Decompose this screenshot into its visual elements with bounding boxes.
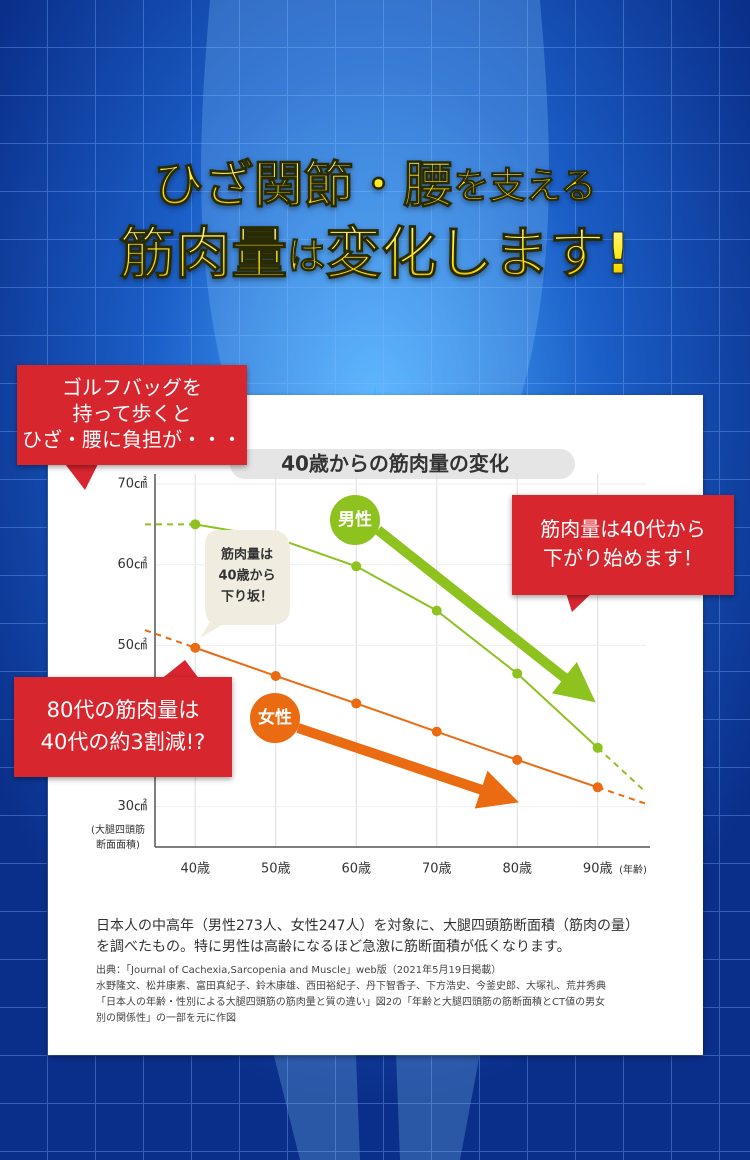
data-point	[592, 742, 603, 753]
title-line: 筋肉量は変化します!	[119, 222, 631, 287]
title: ひざ関節・腰を支える 筋肉量は変化します!	[119, 155, 632, 288]
callout-box	[14, 677, 232, 777]
data-point	[592, 782, 603, 793]
data-point	[431, 605, 442, 616]
source-text: 別の関係性」の一部を元に作図	[96, 1011, 236, 1024]
x-tick-label: 90歳	[583, 862, 613, 877]
series-line	[194, 646, 599, 789]
trend-arrow	[296, 723, 519, 809]
title-line: ひざ関節・腰を支える	[154, 156, 597, 214]
callout-text: 40代の約3割減!?	[41, 730, 206, 754]
data-point	[270, 670, 281, 681]
title-run: を支える	[454, 166, 597, 207]
legend-label: 男性	[338, 509, 372, 530]
callout-tail	[62, 460, 100, 490]
callout-text: 持って歩くと	[73, 402, 192, 426]
y-tick-label: 30㎠	[117, 799, 147, 814]
y-tick-label: 70㎠	[117, 477, 147, 492]
y-axis-label: 断面面積)	[96, 838, 140, 851]
y-tick-label: 60㎠	[117, 557, 147, 572]
footnote-text: を調べたもの。特に男性は高齢になるほど急激に筋断面積が低くなります。	[96, 938, 571, 955]
source-text: 水野隆文、松井康素、富田真紀子、鈴木康雄、西田裕紀子、丹下智香子、下方浩史、今釜…	[96, 979, 606, 992]
callout-text: 80代の筋肉量は	[47, 698, 200, 722]
trend-extension	[144, 629, 647, 805]
title-run: ひざ関節・腰	[154, 156, 454, 214]
overlay: ゴルフバッグを持って歩くとひざ・腰に負担が・・・筋肉量は40代から下がり始めます…	[14, 365, 734, 1024]
title-run: 筋肉量	[119, 222, 287, 287]
source-text: 「日本人の年齢・性別による大腿四頭筋の筋肉量と質の違い」図2の「年齢と大腿四頭筋…	[96, 995, 605, 1008]
footnote-text: 日本人の中高年（男性273人、女性247人）を対象に、大腿四頭筋断面積（筋肉の量…	[96, 917, 639, 934]
x-tick-label: 80歳	[502, 862, 532, 877]
data-point	[190, 642, 201, 653]
bubble-text: 下り坂！	[221, 589, 273, 605]
speech-bubble	[200, 530, 290, 638]
callout-text: ゴルフバッグを	[62, 376, 202, 400]
callout-text: 下がり始めます！	[543, 546, 703, 570]
data-point	[351, 561, 362, 572]
x-tick-label: 40歳	[180, 862, 210, 877]
chart-title: 40歳からの筋肉量の変化	[281, 452, 509, 476]
x-tick-label: 50歳	[261, 862, 291, 877]
legend-badge	[330, 495, 380, 545]
data-point	[512, 754, 523, 765]
trend-extension	[145, 523, 647, 794]
x-tick-label: 60歳	[341, 862, 371, 877]
callout-text: 筋肉量は40代から	[540, 517, 705, 541]
title-run: は	[287, 234, 325, 278]
x-axis-label: (年齢)	[619, 863, 647, 876]
callout-tail	[160, 660, 200, 680]
data-point	[190, 519, 201, 530]
y-tick-label: 50㎠	[117, 638, 147, 653]
bubble-text: 40歳から	[218, 568, 275, 584]
bubble-text: 筋肉量は	[220, 547, 273, 563]
x-tick-label: 70歳	[422, 862, 452, 877]
trend-arrow	[374, 526, 596, 703]
data-point	[351, 698, 362, 709]
callout-box	[512, 495, 734, 595]
callout-tail	[565, 590, 595, 612]
title-run: 変化します!	[325, 222, 631, 287]
legend-badge	[250, 693, 300, 743]
y-axis-label: (大腿四頭筋	[91, 823, 145, 836]
chart-title-bg	[230, 449, 575, 479]
data-point	[512, 668, 523, 679]
source-text: 出典：「Journal of Cachexia,Sarcopenia and M…	[96, 963, 501, 976]
data-point	[431, 726, 442, 737]
callout-box	[17, 365, 247, 465]
callout-text: ひざ・腰に負担が・・・	[22, 428, 242, 452]
legend-label: 女性	[258, 707, 292, 728]
